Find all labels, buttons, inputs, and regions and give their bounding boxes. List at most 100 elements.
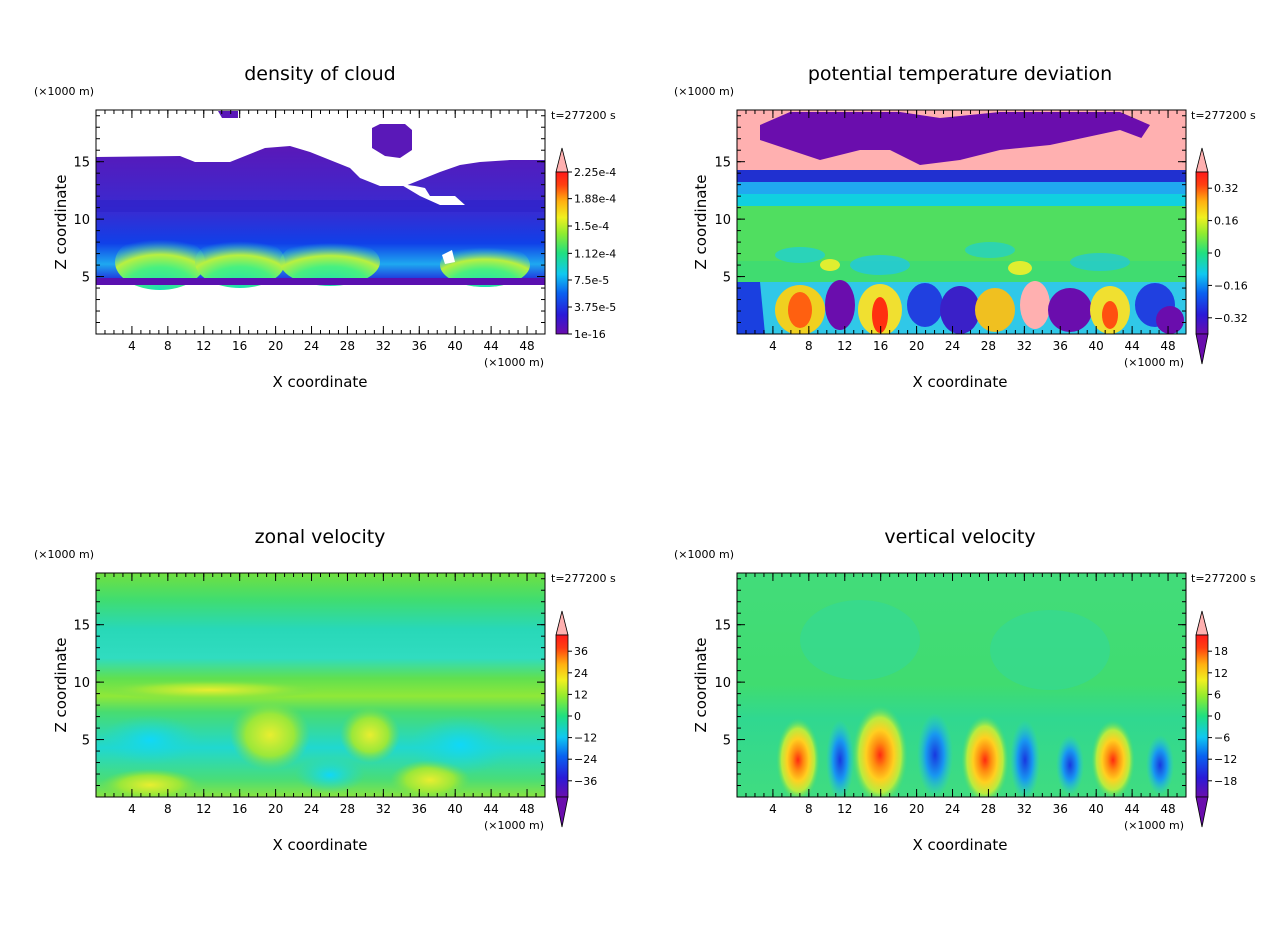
colorbar-top-arrow (555, 147, 569, 173)
colorbar-label: −12 (1214, 753, 1237, 766)
x-axis-label: X coordinate (912, 373, 1007, 391)
plot-field (737, 573, 1186, 797)
colorbar-bottom-arrow (1195, 796, 1209, 828)
x-tick-label: 24 (304, 339, 319, 353)
y-tick-label: 5 (723, 734, 731, 749)
time-label: t=277200 s (551, 572, 616, 585)
x-tick-label: 32 (376, 339, 391, 353)
x-tick-label: 12 (196, 802, 211, 816)
colorbar-label: 1.12e-4 (574, 247, 616, 260)
colorbar-label: 0 (1214, 247, 1221, 260)
y-tick-label: 10 (73, 676, 90, 691)
y-tick-label: 15 (73, 156, 90, 171)
colorbar-top-arrow (1195, 147, 1209, 173)
x-tick-label: 48 (1160, 339, 1175, 353)
y-unit-label: (×1000 m) (674, 85, 734, 98)
colorbar: −18 −12 −6 0 6 12 18 (1195, 610, 1237, 828)
chart-title: vertical velocity (884, 526, 1035, 548)
x-tick-label: 28 (981, 339, 996, 353)
colorbar-bar (555, 171, 569, 335)
x-tick-label: 16 (873, 802, 888, 816)
x-tick-label: 44 (483, 339, 498, 353)
x-tick-label: 36 (1053, 339, 1068, 353)
chart-title: density of cloud (244, 63, 396, 85)
colorbar-label: 2.25e-4 (574, 166, 616, 179)
y-ticks: 5 10 15 (714, 115, 1186, 335)
colorbar-label: 0 (574, 710, 581, 723)
time-label: t=277200 s (1191, 572, 1256, 585)
x-tick-label: 28 (981, 802, 996, 816)
x-tick-label: 44 (1124, 339, 1139, 353)
chart-title: potential temperature deviation (808, 63, 1112, 85)
colorbar-top-arrow (555, 610, 569, 636)
x-tick-label: 8 (805, 339, 813, 353)
y-ticks: 5 10 15 (714, 578, 1186, 798)
y-ticks: 5 10 15 (73, 115, 545, 335)
x-axis-label: X coordinate (272, 373, 367, 391)
colorbar-label: 12 (574, 688, 588, 701)
x-tick-label: 16 (232, 339, 247, 353)
x-tick-label: 44 (1124, 802, 1139, 816)
time-label: t=277200 s (551, 109, 616, 122)
y-ticks: 5 10 15 (73, 578, 545, 798)
colorbar-label: 7.5e-5 (574, 274, 609, 287)
colorbar-label: −12 (574, 732, 597, 745)
y-axis-label: Z coordinate (52, 637, 70, 732)
colorbar-bottom-arrow (1195, 333, 1209, 365)
plot-field (96, 110, 545, 334)
x-tick-label: 24 (945, 802, 960, 816)
x-tick-label: 32 (1017, 802, 1032, 816)
x-unit-label: (×1000 m) (1124, 819, 1184, 832)
time-label: t=277200 s (1191, 109, 1256, 122)
x-tick-label: 12 (837, 802, 852, 816)
x-tick-label: 40 (1089, 802, 1104, 816)
x-tick-label: 4 (769, 802, 777, 816)
y-tick-label: 5 (723, 271, 731, 286)
x-tick-label: 8 (805, 802, 813, 816)
colorbar-label: −0.32 (1214, 312, 1248, 325)
colorbar-bar (555, 634, 569, 798)
x-tick-label: 4 (128, 802, 136, 816)
colorbar-bottom-arrow (555, 796, 569, 828)
colorbar-label: −0.16 (1214, 279, 1248, 292)
colorbar-label: −18 (1214, 775, 1237, 788)
x-tick-label: 12 (196, 339, 211, 353)
y-axis-label: Z coordinate (52, 174, 70, 269)
colorbar-label: 36 (574, 645, 588, 658)
x-tick-label: 28 (340, 339, 355, 353)
y-tick-label: 15 (714, 619, 731, 634)
y-tick-label: 5 (82, 734, 90, 749)
x-tick-label: 4 (769, 339, 777, 353)
x-axis-label: X coordinate (912, 836, 1007, 854)
y-tick-label: 10 (714, 676, 731, 691)
colorbar-top-arrow (1195, 610, 1209, 636)
colorbar-label: −6 (1214, 732, 1230, 745)
y-unit-label: (×1000 m) (674, 548, 734, 561)
y-axis-label: Z coordinate (692, 174, 710, 269)
colorbar-label: 18 (1214, 645, 1228, 658)
colorbar: 1e-16 3.75e-5 7.5e-5 1.12e-4 1.5e-4 1.88e-4 2.… (555, 147, 616, 341)
x-ticks: 4 8 12 16 20 24 28 32 36 40 44 48 (95, 110, 546, 353)
colorbar-label: 0 (1214, 710, 1221, 723)
x-tick-label: 36 (412, 339, 427, 353)
y-unit-label: (×1000 m) (34, 548, 94, 561)
x-tick-label: 40 (448, 802, 463, 816)
colorbar-label: −24 (574, 753, 597, 766)
x-tick-label: 32 (1017, 339, 1032, 353)
x-ticks: 4 8 12 16 20 24 28 32 36 40 44 48 (736, 573, 1187, 816)
x-tick-label: 36 (1053, 802, 1068, 816)
x-ticks: 4 8 12 16 20 24 28 32 36 40 44 48 (736, 110, 1187, 353)
x-tick-label: 36 (412, 802, 427, 816)
x-axis-label: X coordinate (272, 836, 367, 854)
x-unit-label: (×1000 m) (484, 819, 544, 832)
x-tick-label: 16 (232, 802, 247, 816)
colorbar-label: 0.32 (1214, 182, 1239, 195)
x-tick-label: 20 (909, 802, 924, 816)
colorbar-label: 24 (574, 667, 588, 680)
x-tick-label: 20 (268, 339, 283, 353)
colorbar-label: 3.75e-5 (574, 301, 616, 314)
colorbar-bar (1195, 634, 1209, 798)
colorbar-label: 1e-16 (574, 328, 606, 341)
x-tick-label: 8 (164, 802, 172, 816)
